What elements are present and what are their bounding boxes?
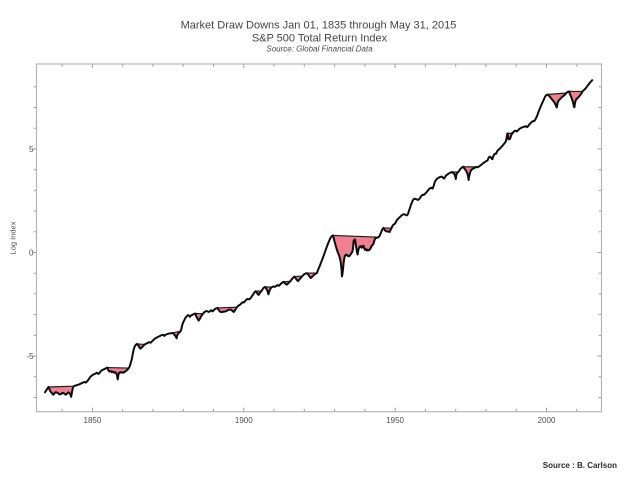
svg-text:Log Index: Log Index	[9, 221, 18, 254]
svg-text:Source: Global Financial Data: Source: Global Financial Data	[266, 44, 373, 53]
svg-text:1950: 1950	[386, 416, 404, 425]
svg-text:-5: -5	[26, 352, 34, 361]
svg-text:Source : B. Carlson: Source : B. Carlson	[543, 461, 617, 470]
svg-text:2000: 2000	[538, 416, 556, 425]
svg-text:1850: 1850	[84, 416, 102, 425]
svg-text:5: 5	[29, 145, 34, 154]
svg-text:0: 0	[29, 248, 34, 257]
svg-text:1900: 1900	[235, 416, 253, 425]
svg-text:S&P 500 Total Return Index: S&P 500 Total Return Index	[252, 33, 388, 45]
svg-text:Market Draw Downs Jan 01, 1835: Market Draw Downs Jan 01, 1835 through M…	[181, 20, 457, 32]
